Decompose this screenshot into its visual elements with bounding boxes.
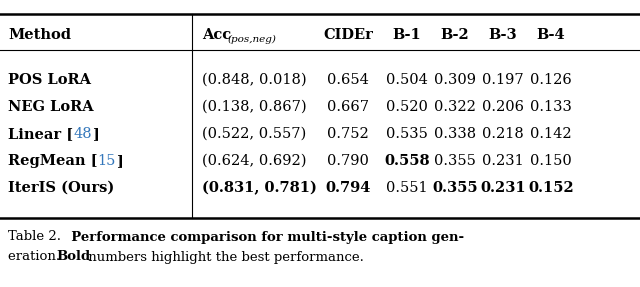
Text: Bold: Bold bbox=[56, 251, 90, 263]
Text: eration.: eration. bbox=[8, 251, 65, 263]
Text: ]: ] bbox=[116, 154, 123, 168]
Text: Acc: Acc bbox=[202, 28, 231, 42]
Text: numbers highlight the best performance.: numbers highlight the best performance. bbox=[84, 251, 364, 263]
Text: 0.197: 0.197 bbox=[482, 73, 524, 87]
Text: 0.794: 0.794 bbox=[325, 181, 371, 195]
Text: B-1: B-1 bbox=[392, 28, 421, 42]
Text: 0.152: 0.152 bbox=[528, 181, 574, 195]
Text: Performance comparison for multi-style caption gen-: Performance comparison for multi-style c… bbox=[62, 230, 464, 243]
Text: RegMean [: RegMean [ bbox=[8, 154, 98, 168]
Text: 0.551: 0.551 bbox=[386, 181, 428, 195]
Text: (0.138, 0.867): (0.138, 0.867) bbox=[202, 100, 307, 114]
Text: 0.752: 0.752 bbox=[327, 127, 369, 141]
Text: 0.231: 0.231 bbox=[482, 154, 524, 168]
Text: Method: Method bbox=[8, 28, 71, 42]
Text: IterIS (Ours): IterIS (Ours) bbox=[8, 181, 115, 195]
Text: B-4: B-4 bbox=[537, 28, 565, 42]
Text: Linear [: Linear [ bbox=[8, 127, 73, 141]
Text: 0.520: 0.520 bbox=[386, 100, 428, 114]
Text: 0.667: 0.667 bbox=[327, 100, 369, 114]
Text: (0.831, 0.781): (0.831, 0.781) bbox=[202, 181, 317, 195]
Text: NEG LoRA: NEG LoRA bbox=[8, 100, 93, 114]
Text: 0.126: 0.126 bbox=[530, 73, 572, 87]
Text: 0.133: 0.133 bbox=[530, 100, 572, 114]
Text: 0.206: 0.206 bbox=[482, 100, 524, 114]
Text: 48: 48 bbox=[73, 127, 92, 141]
Text: ]: ] bbox=[92, 127, 99, 141]
Text: B-3: B-3 bbox=[489, 28, 517, 42]
Text: 0.142: 0.142 bbox=[530, 127, 572, 141]
Text: 15: 15 bbox=[98, 154, 116, 168]
Text: CIDEr: CIDEr bbox=[323, 28, 373, 42]
Text: 0.338: 0.338 bbox=[434, 127, 476, 141]
Text: (pos,neg): (pos,neg) bbox=[228, 34, 277, 44]
Text: 0.309: 0.309 bbox=[434, 73, 476, 87]
Text: B-2: B-2 bbox=[440, 28, 469, 42]
Text: 0.355: 0.355 bbox=[434, 154, 476, 168]
Text: 0.322: 0.322 bbox=[434, 100, 476, 114]
Text: POS LoRA: POS LoRA bbox=[8, 73, 91, 87]
Text: 0.231: 0.231 bbox=[480, 181, 526, 195]
Text: 0.218: 0.218 bbox=[482, 127, 524, 141]
Text: 0.654: 0.654 bbox=[327, 73, 369, 87]
Text: 0.504: 0.504 bbox=[386, 73, 428, 87]
Text: 0.355: 0.355 bbox=[432, 181, 478, 195]
Text: (0.624, 0.692): (0.624, 0.692) bbox=[202, 154, 307, 168]
Text: 0.558: 0.558 bbox=[384, 154, 430, 168]
Text: (0.848, 0.018): (0.848, 0.018) bbox=[202, 73, 307, 87]
Text: 0.535: 0.535 bbox=[386, 127, 428, 141]
Text: Table 2.: Table 2. bbox=[8, 230, 61, 243]
Text: 0.150: 0.150 bbox=[530, 154, 572, 168]
Text: 0.790: 0.790 bbox=[327, 154, 369, 168]
Text: (0.522, 0.557): (0.522, 0.557) bbox=[202, 127, 307, 141]
